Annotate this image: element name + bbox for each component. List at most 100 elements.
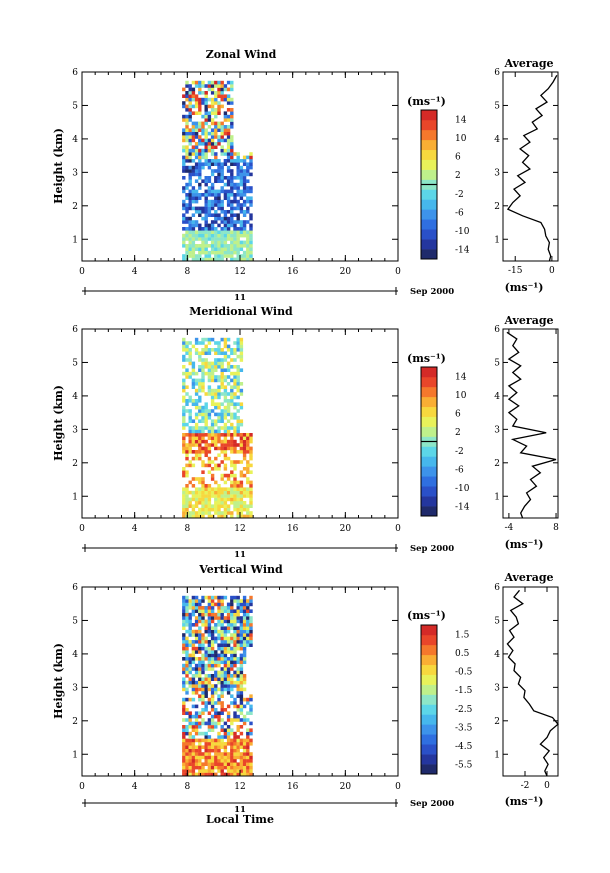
heatmap-cell — [194, 382, 199, 386]
heatmap-cell — [242, 169, 247, 173]
heatmap-cell — [217, 599, 221, 603]
heatmap-cell — [223, 223, 228, 228]
heatmap-cell — [226, 762, 231, 766]
heatmap-cell — [242, 650, 247, 654]
heatmap-cell — [188, 375, 192, 379]
heatmap-cell — [207, 409, 212, 413]
heatmap-cell — [185, 657, 189, 661]
heatmap-cell — [191, 507, 196, 512]
heatmap-cell — [204, 182, 208, 187]
colorbar-swatch — [421, 625, 437, 636]
heatmap-cell — [230, 769, 234, 773]
heatmap-cell — [214, 677, 218, 681]
heatmap-cell — [249, 196, 253, 200]
heatmap-cell — [214, 169, 218, 173]
heatmap-cell — [214, 467, 218, 471]
heatmap-cell — [217, 412, 221, 417]
heatmap-cell — [194, 392, 199, 396]
heatmap-cell — [191, 765, 196, 770]
colorbar: 1.50.5-0.5-1.5-2.5-3.5-4.5-5.5 — [420, 624, 473, 775]
heatmap-cell — [204, 433, 208, 437]
heatmap-cell — [239, 738, 244, 743]
heatmap-cell — [239, 619, 244, 624]
heatmap-cell — [246, 196, 250, 200]
heatmap-cell — [210, 694, 215, 698]
heatmap-cell — [223, 453, 228, 457]
heatmap-cell — [220, 694, 224, 698]
heatmap-cell — [188, 640, 192, 644]
heatmap-cell — [220, 769, 224, 773]
heatmap-cell — [226, 473, 231, 478]
heatmap-cell — [207, 337, 212, 342]
heatmap-cell — [223, 595, 228, 600]
heatmap-cell — [182, 155, 186, 160]
heatmap-cell — [191, 80, 196, 85]
heatmap-cell — [246, 511, 250, 515]
heatmap-cell — [217, 660, 221, 664]
heatmap-cell — [236, 514, 240, 519]
heatmap-cell — [246, 619, 250, 624]
heatmap-cell — [217, 504, 221, 508]
heatmap-cell — [226, 691, 231, 695]
heatmap-cell — [194, 148, 199, 153]
heatmap-cell — [214, 429, 218, 434]
heatmap-cell — [210, 399, 215, 403]
heatmap-cell — [220, 125, 224, 129]
heatmap-cell — [198, 368, 202, 372]
heatmap-cell — [223, 409, 228, 413]
heatmap-cell — [198, 640, 202, 644]
heatmap-cell — [233, 646, 237, 651]
heatmap-cell — [182, 718, 186, 722]
heatmap-cell — [182, 752, 186, 756]
heatmap-cell — [198, 599, 202, 603]
heatmap-cell — [242, 697, 247, 702]
heatmap-cell — [191, 769, 196, 773]
heatmap-cell — [201, 125, 205, 129]
colorbar-swatch — [421, 189, 437, 200]
heatmap-cell — [185, 619, 189, 624]
heatmap-cell — [191, 646, 196, 651]
heatmap-cell — [233, 371, 237, 376]
heatmap-cell — [220, 599, 224, 603]
heatmap-cell — [233, 701, 237, 705]
heatmap-cell — [223, 84, 228, 88]
heatmap-cell — [230, 378, 234, 383]
heatmap-cell — [198, 650, 202, 654]
heatmap-cell — [236, 748, 240, 753]
heatmap-cell — [236, 159, 240, 163]
heatmap-cell — [230, 395, 234, 400]
heatmap-cell — [204, 118, 208, 122]
heatmap-cell — [226, 507, 231, 512]
heatmap-cell — [194, 714, 199, 719]
heatmap-cell — [230, 755, 234, 760]
heatmap-cell — [188, 169, 192, 173]
heatmap-cell — [191, 725, 196, 729]
heatmap-cell — [220, 91, 224, 95]
heatmap-cell — [217, 677, 221, 681]
heatmap-cell — [210, 725, 215, 729]
profile-y-tick-label: 4 — [494, 135, 500, 145]
heatmap-cell — [217, 755, 221, 760]
heatmap-cell — [198, 213, 202, 217]
heatmap-cell — [207, 602, 212, 607]
heatmap-cell — [182, 507, 186, 512]
heatmap-cell — [198, 765, 202, 770]
heatmap-cell — [194, 674, 199, 678]
heatmap-cell — [226, 230, 231, 234]
heatmap-cell — [230, 138, 234, 143]
heatmap-cell — [239, 680, 244, 685]
heatmap-cell — [204, 254, 208, 258]
heatmap-cell — [226, 244, 231, 248]
heatmap-cell — [239, 392, 244, 396]
heatmap-cell — [182, 426, 186, 430]
heatmap-cell — [207, 640, 212, 644]
heatmap-cell — [239, 354, 244, 359]
heatmap-cell — [182, 667, 186, 671]
heatmap-cell — [191, 497, 196, 502]
heatmap-cell — [210, 233, 215, 238]
heatmap-cell — [239, 165, 244, 170]
heatmap-cell — [220, 765, 224, 770]
heatmap-cell — [210, 460, 215, 464]
heatmap-cell — [217, 609, 221, 613]
heatmap-cell — [204, 240, 208, 245]
